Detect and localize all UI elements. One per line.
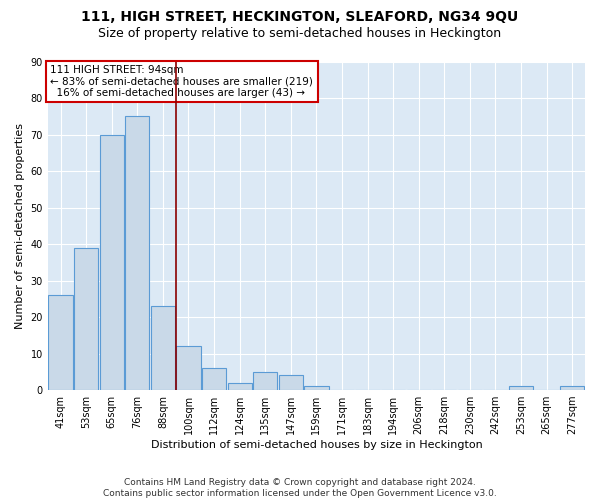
Bar <box>151 306 175 390</box>
Bar <box>49 295 73 390</box>
Bar <box>304 386 329 390</box>
Bar <box>278 376 303 390</box>
Text: Contains HM Land Registry data © Crown copyright and database right 2024.
Contai: Contains HM Land Registry data © Crown c… <box>103 478 497 498</box>
Bar <box>100 134 124 390</box>
Bar <box>125 116 149 390</box>
Text: 111, HIGH STREET, HECKINGTON, SLEAFORD, NG34 9QU: 111, HIGH STREET, HECKINGTON, SLEAFORD, … <box>82 10 518 24</box>
Bar <box>176 346 200 390</box>
Y-axis label: Number of semi-detached properties: Number of semi-detached properties <box>15 123 25 329</box>
Bar <box>509 386 533 390</box>
Bar <box>74 248 98 390</box>
X-axis label: Distribution of semi-detached houses by size in Heckington: Distribution of semi-detached houses by … <box>151 440 482 450</box>
Bar <box>227 383 252 390</box>
Bar <box>202 368 226 390</box>
Text: Size of property relative to semi-detached houses in Heckington: Size of property relative to semi-detach… <box>98 28 502 40</box>
Bar <box>253 372 277 390</box>
Text: 111 HIGH STREET: 94sqm
← 83% of semi-detached houses are smaller (219)
  16% of : 111 HIGH STREET: 94sqm ← 83% of semi-det… <box>50 65 313 98</box>
Bar <box>560 386 584 390</box>
